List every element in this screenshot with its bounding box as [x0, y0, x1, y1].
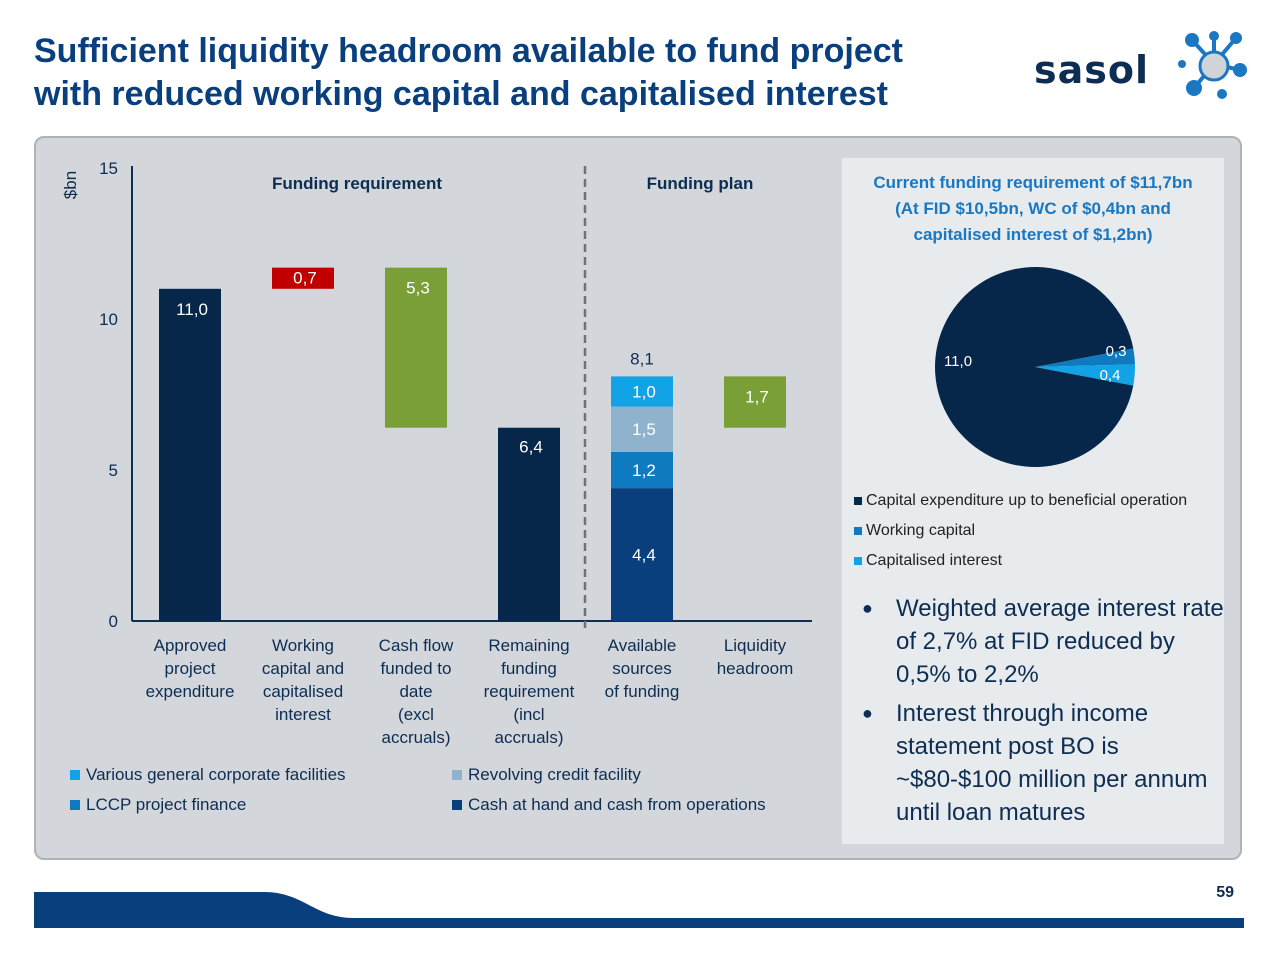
category-label: accruals): [495, 728, 564, 747]
legend-swatch: [70, 770, 80, 780]
y-tick-label: 5: [109, 461, 118, 480]
legend-label: Revolving credit facility: [468, 765, 641, 784]
pie-title-line3: capitalised interest of $1,2bn): [913, 225, 1153, 244]
stacked-segment-label: 4,4: [632, 546, 656, 565]
category-label: Working: [272, 636, 334, 655]
y-tick-label: 15: [99, 159, 118, 178]
bar-data-label: 5,3: [406, 279, 430, 298]
legend-item: Cash at hand and cash from operations: [452, 795, 766, 815]
stacked-bar-segment: [611, 376, 673, 407]
stacked-bar-segment: [611, 488, 673, 621]
category-label: funding: [501, 659, 557, 678]
sasol-logo: sasol: [1030, 20, 1250, 110]
category-label: headroom: [717, 659, 794, 678]
slide-title: Sufficient liquidity headroom available …: [34, 30, 994, 116]
category-label: date: [399, 682, 432, 701]
slide-title-line2: with reduced working capital and capital…: [34, 75, 888, 113]
category-label: Available: [608, 636, 677, 655]
page-number: 59: [1216, 884, 1234, 901]
pie-legend-label: Working capital: [866, 522, 976, 539]
bar-data-label: 0,7: [293, 269, 317, 288]
bullet-dot-icon: ●: [862, 598, 873, 618]
category-label: funded to: [381, 659, 452, 678]
bar: [385, 267, 447, 428]
bar: [159, 288, 221, 621]
bullet-item: ● Interest through income statement post …: [862, 697, 1232, 829]
legend-item: LCCP project finance: [70, 795, 246, 815]
legend-item: Various general corporate facilities: [70, 765, 346, 785]
slide-title-line1: Sufficient liquidity headroom available …: [34, 32, 903, 70]
pie-title-line2: (At FID $10,5bn, WC of $0,4bn and: [895, 199, 1171, 218]
y-tick-label: 10: [99, 310, 118, 329]
stacked-total-label: 8,1: [630, 349, 654, 368]
category-label: (incl: [513, 705, 544, 724]
category-label: Approved: [154, 636, 227, 655]
bar-data-label: 1,7: [745, 387, 769, 406]
bullet-text: Interest through income statement post B…: [896, 700, 1208, 826]
legend-swatch: [452, 770, 462, 780]
logo-text: sasol: [1034, 48, 1150, 92]
legend-label: LCCP project finance: [86, 795, 247, 814]
pie-slice: [1035, 348, 1135, 367]
bar-data-label: 11,0: [176, 300, 208, 319]
footer-wave: [34, 892, 1244, 928]
y-tick-label: 0: [109, 612, 118, 631]
category-label: requirement: [484, 682, 575, 701]
legend-swatch: [452, 800, 462, 810]
bullet-dot-icon: ●: [862, 703, 873, 723]
category-label: Cash flow: [379, 636, 454, 655]
stacked-segment-label: 1,2: [632, 461, 656, 480]
category-label: sources: [612, 659, 672, 678]
bar: [498, 427, 560, 621]
legend-swatch: [854, 497, 862, 505]
category-label: expenditure: [146, 682, 235, 701]
category-label: accruals): [382, 728, 451, 747]
bar-data-label: 6,4: [519, 438, 543, 457]
stacked-bar-segment: [611, 451, 673, 489]
stacked-bar-segment: [611, 406, 673, 452]
pie-slice-label: 0,4: [1100, 367, 1121, 384]
pie-title-line1: Current funding requirement of $11,7bn: [873, 173, 1193, 192]
bullet-list: ● Weighted average interest rate of 2,7% …: [862, 592, 1232, 835]
bar: [272, 267, 334, 289]
pie-slice-label: 0,3: [1106, 343, 1127, 360]
category-label: capital and: [262, 659, 344, 678]
pie-slice: [1035, 364, 1136, 386]
pie-legend: Capital expenditure up to beneficial ope…: [854, 486, 1187, 576]
category-label: Liquidity: [724, 636, 787, 655]
stacked-segment-label: 1,0: [632, 382, 656, 401]
category-label: project: [164, 659, 215, 678]
pie-legend-item: Capital expenditure up to beneficial ope…: [854, 486, 1187, 516]
category-label: capitalised: [263, 682, 343, 701]
pie-legend-label: Capital expenditure up to beneficial ope…: [866, 492, 1188, 509]
legend-swatch: [854, 557, 862, 565]
pie-legend-item: Capitalised interest: [854, 546, 1187, 576]
legend-swatch: [70, 800, 80, 810]
pie-legend-item: Working capital: [854, 516, 1187, 546]
legend-label: Various general corporate facilities: [86, 765, 346, 784]
pie-slice-label: 11,0: [944, 353, 972, 370]
pie-title: Current funding requirement of $11,7bn (…: [842, 170, 1224, 248]
stacked-segment-label: 1,5: [632, 420, 656, 439]
bullet-item: ● Weighted average interest rate of 2,7% …: [862, 592, 1232, 691]
legend-label: Cash at hand and cash from operations: [468, 795, 766, 814]
section-label-funding-requirement: Funding requirement: [272, 174, 442, 193]
bar: [724, 376, 786, 428]
pie-legend-label: Capitalised interest: [866, 552, 1003, 569]
molecule-logo-icon: [1178, 31, 1247, 99]
section-label-funding-plan: Funding plan: [647, 174, 754, 193]
category-label: of funding: [605, 682, 680, 701]
category-label: Remaining: [488, 636, 569, 655]
legend-swatch: [854, 527, 862, 535]
y-axis-label: $bn: [61, 171, 80, 199]
category-label: interest: [275, 705, 331, 724]
legend-item: Revolving credit facility: [452, 765, 641, 785]
pie-slice: [934, 266, 1134, 467]
category-label: (excl: [398, 705, 434, 724]
bullet-text: Weighted average interest rate of 2,7% a…: [896, 595, 1224, 688]
